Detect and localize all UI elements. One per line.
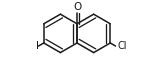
Text: O: O <box>74 2 82 12</box>
Text: I: I <box>36 41 39 51</box>
Text: Cl: Cl <box>117 41 127 51</box>
